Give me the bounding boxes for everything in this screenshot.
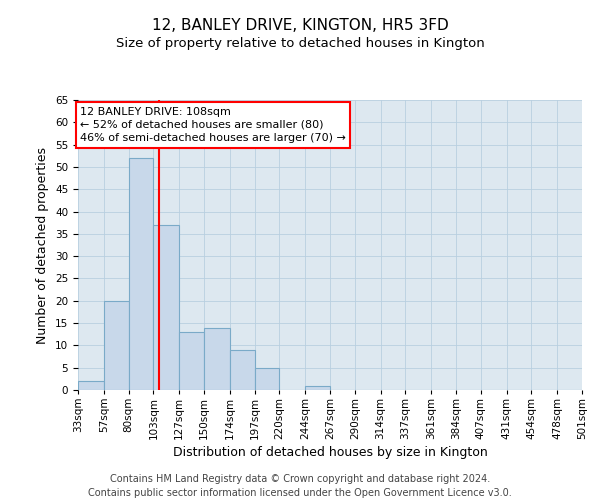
Bar xyxy=(78,381,104,390)
X-axis label: Distribution of detached houses by size in Kington: Distribution of detached houses by size … xyxy=(173,446,487,459)
Text: Contains HM Land Registry data © Crown copyright and database right 2024.
Contai: Contains HM Land Registry data © Crown c… xyxy=(88,474,512,498)
Bar xyxy=(128,158,154,390)
Y-axis label: Number of detached properties: Number of detached properties xyxy=(37,146,49,344)
Text: Size of property relative to detached houses in Kington: Size of property relative to detached ho… xyxy=(116,38,484,51)
Bar xyxy=(104,301,128,390)
Bar xyxy=(254,368,280,390)
Bar xyxy=(204,328,230,390)
Bar xyxy=(154,225,179,390)
Bar xyxy=(305,386,330,390)
Bar xyxy=(230,350,254,390)
Bar xyxy=(179,332,204,390)
Text: 12 BANLEY DRIVE: 108sqm
← 52% of detached houses are smaller (80)
46% of semi-de: 12 BANLEY DRIVE: 108sqm ← 52% of detache… xyxy=(80,106,346,143)
Text: 12, BANLEY DRIVE, KINGTON, HR5 3FD: 12, BANLEY DRIVE, KINGTON, HR5 3FD xyxy=(152,18,448,32)
